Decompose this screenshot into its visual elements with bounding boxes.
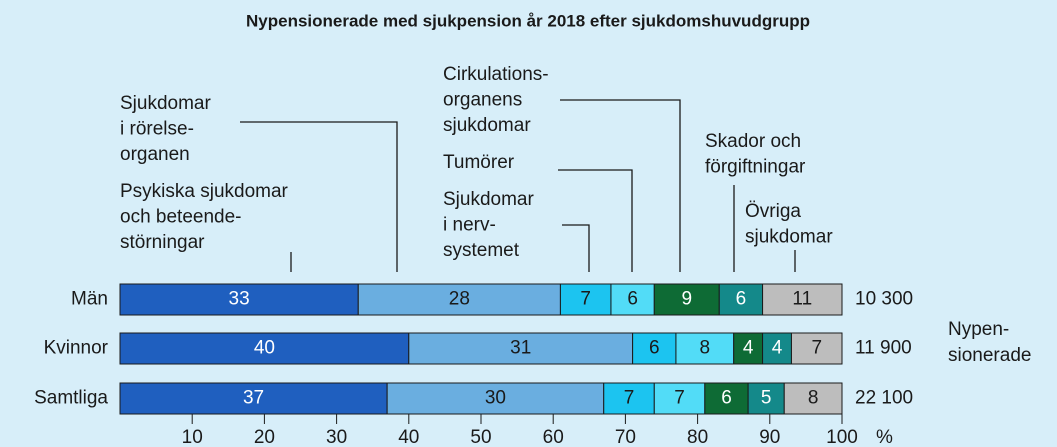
bar-segment bbox=[653, 382, 706, 415]
value-label: 7 bbox=[624, 388, 635, 409]
total-label: 11 900 bbox=[855, 338, 912, 359]
totals-title: sionerade bbox=[948, 345, 1031, 366]
value-label: 11 bbox=[792, 289, 812, 310]
x-tick-label: 60 bbox=[543, 427, 564, 447]
x-tick-label: 90 bbox=[759, 427, 780, 447]
value-label: 37 bbox=[243, 388, 264, 409]
value-label: 9 bbox=[681, 289, 692, 310]
bar-segment bbox=[747, 382, 785, 415]
bar-segment bbox=[733, 332, 764, 365]
totals-title: Nypen- bbox=[948, 319, 1009, 340]
category-label: Män bbox=[71, 289, 108, 310]
bar-segment bbox=[603, 382, 655, 415]
bar-segment bbox=[357, 283, 561, 316]
x-tick-label: 20 bbox=[254, 427, 275, 447]
total-label: 10 300 bbox=[855, 289, 913, 310]
value-label: 28 bbox=[449, 289, 470, 310]
leader-line bbox=[562, 224, 590, 272]
value-label: 4 bbox=[743, 338, 754, 359]
x-tick-label: 10 bbox=[182, 427, 203, 447]
value-label: 6 bbox=[721, 388, 732, 409]
bar-segment bbox=[675, 332, 735, 365]
value-label: 4 bbox=[772, 338, 783, 359]
value-label: 7 bbox=[580, 289, 591, 310]
value-label: 6 bbox=[736, 289, 747, 310]
legend-label: Psykiska sjukdomar och beteende-störninga… bbox=[120, 181, 289, 253]
value-label: 7 bbox=[811, 338, 822, 359]
bar-segment bbox=[653, 283, 720, 316]
value-label: 5 bbox=[761, 388, 772, 409]
bar-segment bbox=[718, 283, 764, 316]
bar-segment bbox=[783, 382, 843, 415]
legend-label: Tumörer bbox=[443, 152, 515, 173]
legend-label: Sjukdomar i rörelse-organen bbox=[120, 93, 211, 165]
legend-label: Cirkulations-organens sjukdomar bbox=[443, 64, 549, 136]
chart-title: Nypensionerade med sjukpension år 2018 e… bbox=[246, 11, 810, 30]
bar-segment bbox=[386, 382, 605, 415]
value-label: 33 bbox=[229, 289, 250, 310]
bar-segment bbox=[762, 283, 843, 316]
leader-line bbox=[560, 99, 681, 272]
legend-label: Övriga sjukdomar bbox=[745, 201, 833, 248]
x-unit: % bbox=[876, 427, 893, 447]
bar-segment bbox=[119, 382, 388, 415]
value-label: 6 bbox=[627, 289, 638, 310]
value-label: 31 bbox=[510, 338, 531, 359]
category-label: Kvinnor bbox=[44, 338, 109, 359]
legend-label: Skador och förgiftningar bbox=[705, 131, 806, 178]
value-label: 40 bbox=[254, 338, 275, 359]
value-label: 6 bbox=[649, 338, 660, 359]
value-label: 7 bbox=[674, 388, 685, 409]
x-tick-label: 30 bbox=[326, 427, 347, 447]
value-label: 8 bbox=[700, 338, 711, 359]
x-tick-label: 80 bbox=[687, 427, 708, 447]
leader-line bbox=[558, 169, 633, 272]
legend-label: Sjukdomar i nerv-systemet bbox=[443, 189, 534, 261]
bar-segment bbox=[790, 332, 843, 365]
bar-segment bbox=[408, 332, 634, 365]
total-label: 22 100 bbox=[855, 388, 913, 409]
bar-segment bbox=[762, 332, 792, 365]
x-tick-label: 70 bbox=[615, 427, 636, 447]
x-tick-label: 40 bbox=[398, 427, 419, 447]
bar-segment bbox=[610, 283, 655, 316]
value-label: 8 bbox=[808, 388, 819, 409]
category-label: Samtliga bbox=[34, 388, 108, 409]
leader-line bbox=[240, 121, 398, 272]
x-tick-label: 50 bbox=[470, 427, 491, 447]
bar-segment bbox=[119, 283, 359, 316]
value-label: 30 bbox=[485, 388, 506, 409]
bar-segment bbox=[704, 382, 749, 415]
x-tick-label: 100 bbox=[826, 427, 858, 447]
